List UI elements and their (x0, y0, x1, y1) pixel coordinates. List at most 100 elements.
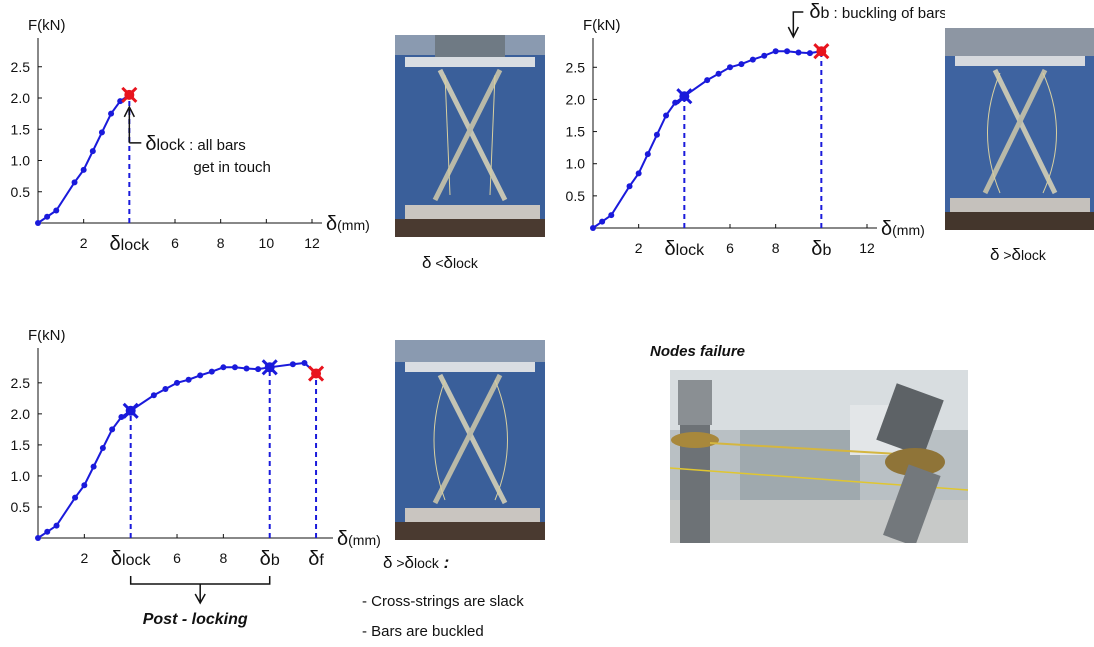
x-axis-label: δ(mm) (337, 528, 381, 550)
failure-title: Nodes failure (650, 343, 746, 360)
photo-test-postlocking (395, 340, 545, 540)
photo1-caption: δ <δlock (422, 253, 478, 272)
x-axis-label: δ(mm) (326, 213, 370, 235)
y-tick-label: 1.5 (11, 121, 31, 137)
data-point (772, 48, 779, 55)
post-locking-bracket (129, 576, 271, 585)
event-marker (676, 88, 693, 105)
chart-prelocking: F(kN) δ(mm) 0.5 1.0 1.5 2.0 2.5 2 δlock 6 8 10 12 δlo… (11, 17, 370, 255)
data-point (784, 48, 791, 55)
y-tick-label: 1.0 (11, 153, 31, 169)
data-point (53, 207, 60, 214)
photo-image (395, 340, 545, 540)
data-point (72, 494, 79, 501)
data-point (220, 364, 227, 371)
data-point (590, 225, 596, 231)
x-tick-label: 12 (859, 240, 875, 256)
data-point (197, 372, 204, 379)
photo2-caption: δ >δlock (990, 245, 1046, 264)
bracket-arrowhead (194, 593, 206, 605)
data-point (301, 359, 308, 366)
data-point (644, 151, 651, 158)
x-tick-label: 10 (259, 235, 275, 251)
data-point (53, 522, 60, 529)
data-point (185, 376, 192, 383)
y-tick-label: 0.5 (11, 184, 31, 200)
y-tick-label: 0.5 (11, 499, 31, 515)
data-point (599, 218, 606, 225)
y-axis-label: F(kN) (28, 330, 66, 344)
data-point (99, 445, 106, 451)
photo-test-prelocking (395, 35, 545, 237)
data-point (672, 99, 679, 106)
chart-buckling: F(kN) δ(mm) 0.5 1.0 1.5 2.0 2.5 2 δlock 6 8 δb 12 δb … (566, 1, 945, 260)
annotation-buckling: δb : buckling of bars (809, 1, 945, 23)
x-tick-label: 8 (217, 235, 225, 251)
note-bars-buckled: - Bars are buckled (362, 623, 484, 640)
data-point (243, 365, 250, 372)
x-tick-label: 6 (171, 235, 179, 251)
series-line (37, 361, 317, 539)
data-point (174, 379, 181, 386)
data-point (255, 366, 262, 373)
x-axis-label: δ(mm) (881, 218, 925, 240)
data-point (44, 528, 51, 535)
data-point (89, 148, 96, 155)
annotation-arrowhead (123, 105, 136, 118)
event-marker (122, 402, 139, 419)
data-point (108, 110, 115, 117)
data-point (663, 112, 670, 119)
event-marker (307, 365, 325, 382)
data-point (727, 64, 733, 71)
data-point (231, 364, 238, 371)
photo-nodes-failure (670, 370, 968, 543)
data-point (35, 220, 41, 226)
x-tick-label: 2 (80, 235, 88, 251)
y-tick-label: 2.5 (11, 59, 31, 75)
data-point (806, 50, 813, 57)
x-tick-label: 2 (635, 240, 643, 256)
y-tick-label: 0.5 (566, 188, 586, 204)
annotation-arrow (792, 11, 804, 35)
x-tick-label: 6 (726, 240, 734, 256)
data-point (117, 98, 124, 105)
photo3-caption: δ >δlock : (383, 553, 450, 572)
x-tick-label: δb (260, 548, 280, 570)
data-point (109, 426, 116, 433)
photo-image (670, 370, 968, 543)
y-tick-label: 2.0 (11, 90, 31, 106)
y-tick-label: 1.0 (11, 468, 31, 484)
data-point (289, 361, 296, 368)
x-tick-label: δlock (665, 238, 706, 260)
x-tick-label: 8 (219, 550, 227, 566)
data-point (35, 535, 41, 541)
data-point (90, 463, 97, 470)
note-cross-strings: - Cross-strings are slack (362, 593, 524, 610)
photo-image (395, 35, 545, 237)
y-tick-label: 2.0 (566, 91, 586, 107)
data-point (653, 131, 660, 138)
chart-postlocking: F(kN) δ(mm) 0.5 1.0 1.5 2.0 2.5 2 δlock 6 8 δb δf Pos… (11, 330, 381, 628)
data-point (626, 183, 633, 190)
x-tick-label: δlock (111, 548, 152, 570)
data-point (715, 70, 722, 77)
photo-test-buckling (945, 28, 1094, 230)
data-point (162, 386, 169, 393)
y-axis-label: F(kN) (583, 17, 621, 34)
y-tick-label: 1.5 (566, 124, 586, 140)
data-point (635, 170, 642, 177)
data-point (738, 61, 745, 68)
y-tick-label: 2.5 (566, 59, 586, 75)
x-tick-label: δf (308, 548, 324, 570)
y-tick-label: 2.5 (11, 375, 31, 391)
data-point (98, 129, 105, 136)
data-point (608, 212, 615, 219)
data-point (118, 413, 125, 420)
x-tick-label: δlock (110, 233, 151, 255)
data-point (71, 179, 78, 186)
x-tick-label: 6 (173, 550, 181, 566)
data-point (795, 49, 802, 56)
x-tick-label: δb (811, 238, 831, 260)
y-tick-label: 1.0 (566, 156, 586, 172)
y-tick-label: 2.0 (11, 406, 31, 422)
